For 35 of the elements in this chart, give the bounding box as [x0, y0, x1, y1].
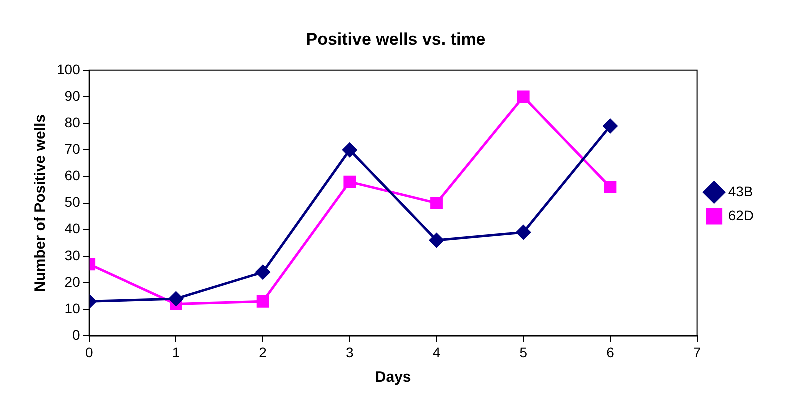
y-tick-label: 60 — [64, 168, 81, 184]
point — [256, 295, 270, 308]
x-tick-label: 3 — [346, 344, 354, 360]
chart-title: Positive wells vs. time — [306, 30, 486, 49]
legend-label: 62D — [728, 207, 754, 224]
x-tick-label: 1 — [172, 344, 180, 360]
y-tick-label: 100 — [57, 61, 81, 78]
point — [168, 292, 184, 306]
x-tick-label: 4 — [432, 344, 441, 360]
point — [517, 90, 530, 104]
point — [604, 181, 617, 194]
point — [603, 118, 618, 134]
x-tick-label: 2 — [259, 344, 268, 360]
point — [516, 225, 531, 240]
x-tick-label: 5 — [520, 344, 528, 360]
y-axis-title: Number of Positive wells — [32, 114, 50, 292]
point — [430, 233, 444, 248]
x-axis-title: Days — [375, 369, 412, 386]
y-tick-label: 80 — [64, 114, 81, 130]
y-tick-label: 70 — [64, 141, 81, 157]
point — [342, 142, 358, 158]
y-tick-label: 20 — [64, 274, 81, 290]
point — [256, 265, 270, 280]
y-tick-label: 40 — [64, 220, 81, 237]
legend-label: 43B — [728, 183, 754, 200]
x-tick-label: 6 — [606, 344, 615, 360]
point — [430, 197, 443, 210]
y-tick-label: 0 — [72, 327, 81, 344]
y-tick-label: 90 — [64, 88, 81, 104]
y-tick-label: 50 — [64, 194, 81, 210]
x-tick-label: 0 — [85, 344, 94, 360]
y-tick-label: 30 — [64, 247, 81, 264]
point — [344, 176, 356, 188]
y-tick-label: 10 — [64, 300, 81, 316]
x-tick-label: 7 — [693, 344, 702, 360]
